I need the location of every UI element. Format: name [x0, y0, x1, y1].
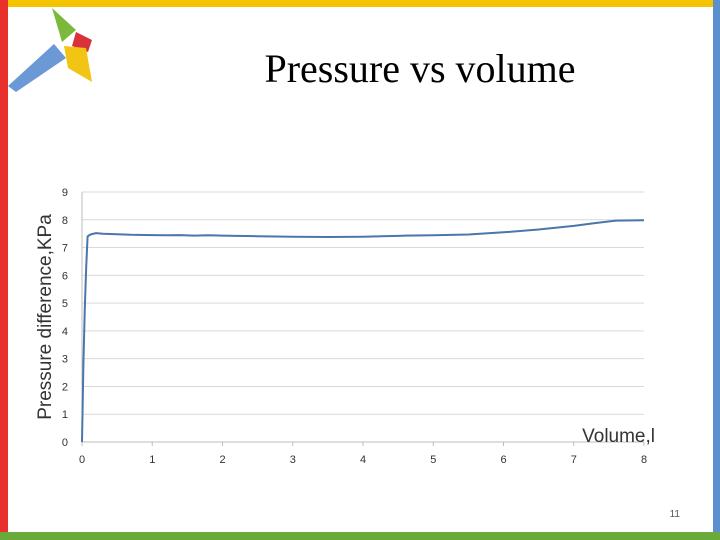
x-axis-title: Volume,l	[582, 426, 655, 447]
y-tick-label: 2	[62, 381, 68, 393]
x-tick-label: 2	[219, 454, 225, 466]
star-logo-icon	[8, 8, 92, 92]
x-tick-label: 5	[430, 454, 436, 466]
x-tick-label: 4	[360, 454, 366, 466]
x-tick-label: 6	[500, 454, 506, 466]
bottom-accent-bar	[0, 532, 720, 540]
slide-number: 11	[669, 509, 680, 520]
y-tick-label: 3	[62, 354, 68, 366]
left-accent-bar	[0, 0, 8, 540]
top-accent-bar	[0, 0, 720, 7]
x-tick-label: 1	[149, 454, 155, 466]
y-tick-label: 9	[62, 187, 68, 199]
x-tick-label: 3	[290, 454, 296, 466]
y-tick-label: 6	[62, 270, 68, 282]
y-tick-label: 1	[62, 409, 68, 421]
y-tick-label: 7	[62, 243, 68, 255]
x-tick-label: 0	[79, 454, 85, 466]
slide-title: Pressure vs volume	[264, 46, 576, 91]
right-accent-bar	[713, 0, 720, 540]
y-tick-label: 5	[62, 298, 68, 310]
y-tick-label: 4	[62, 326, 68, 338]
y-tick-label: 0	[62, 437, 68, 449]
x-tick-label: 8	[641, 454, 647, 466]
y-axis-title: Pressure difference,KPa	[35, 214, 56, 420]
x-tick-label: 7	[571, 454, 577, 466]
y-tick-label: 8	[62, 215, 68, 227]
series-line	[81, 219, 645, 443]
